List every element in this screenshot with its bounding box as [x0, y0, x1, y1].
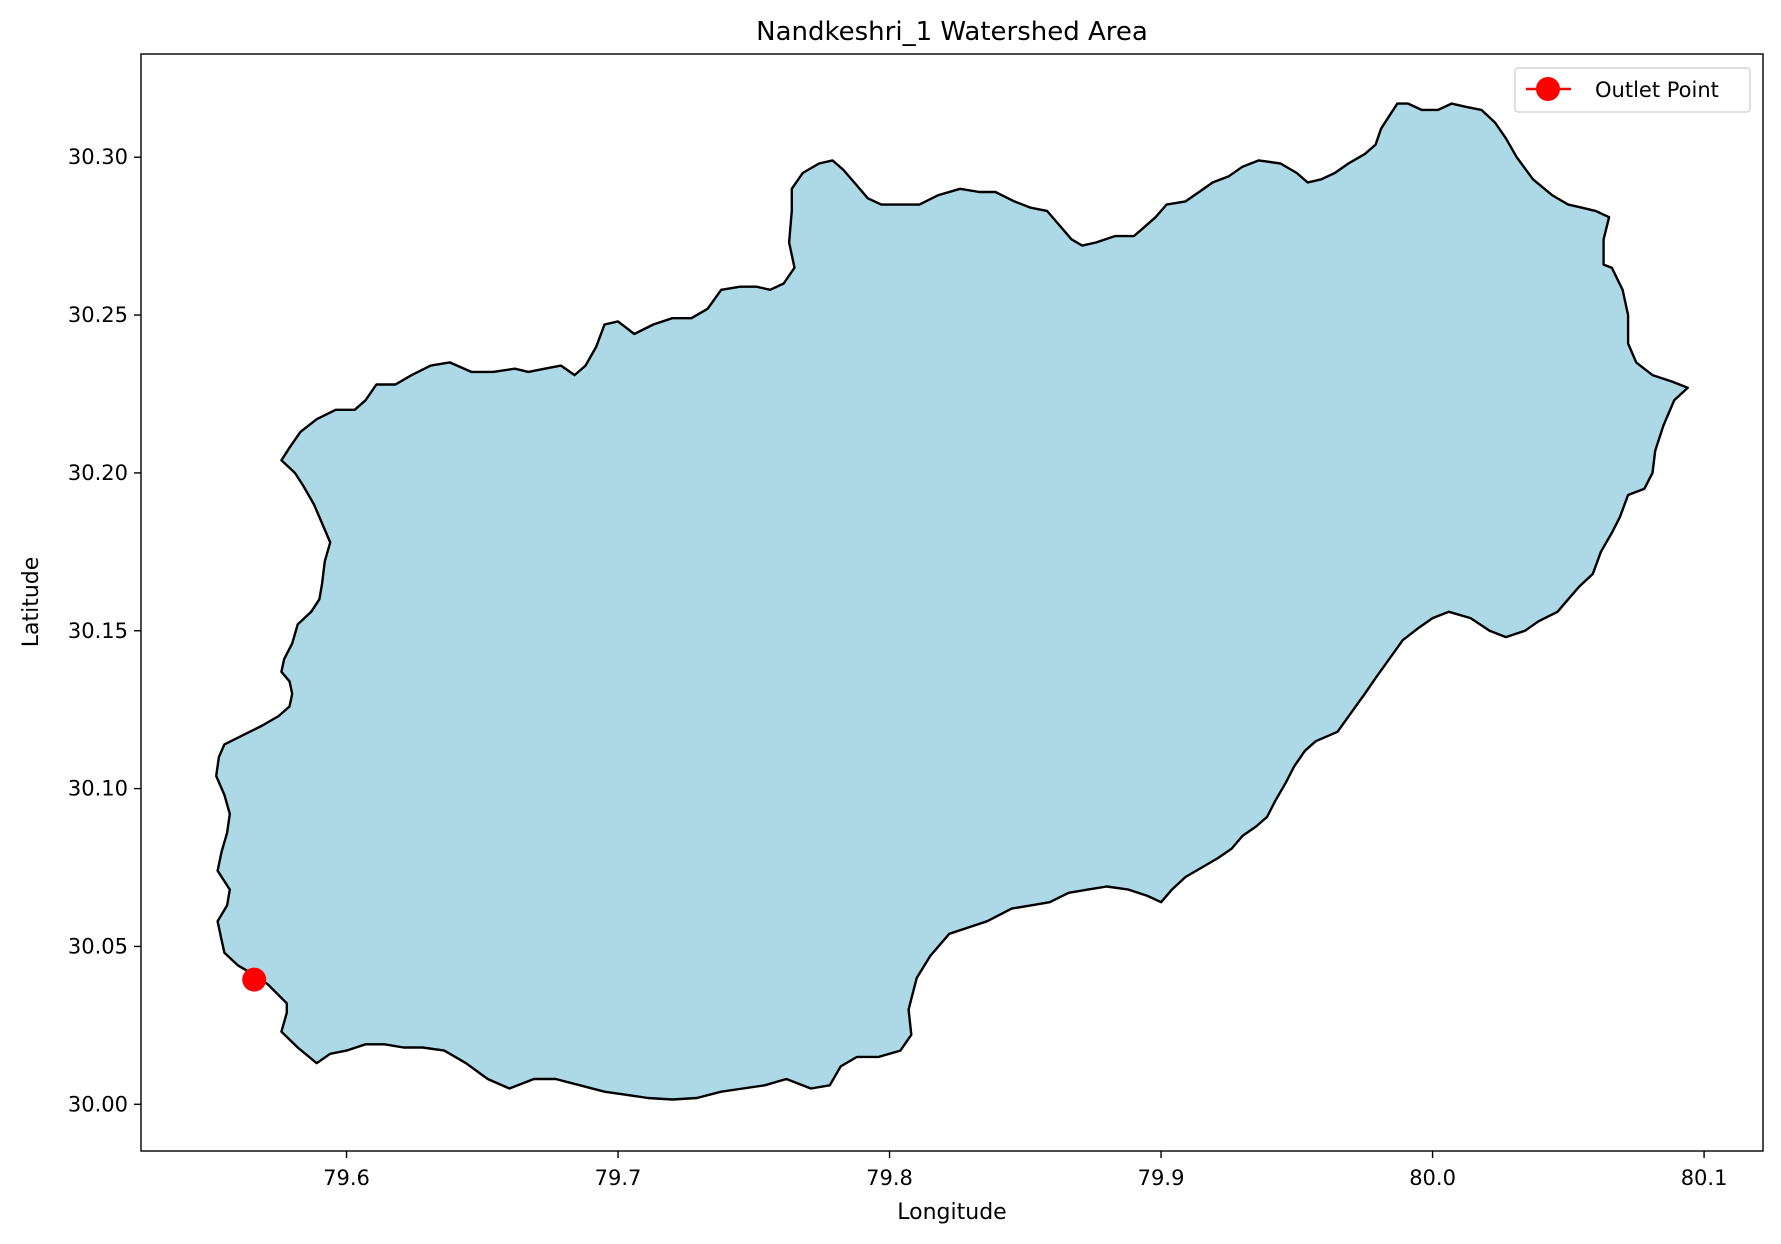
x-tick-label: 79.9: [1138, 1166, 1185, 1190]
legend-marker: [1536, 77, 1560, 101]
y-tick-label: 30.00: [68, 1092, 128, 1116]
y-tick-label: 30.15: [68, 619, 128, 643]
x-tick-label: 79.6: [323, 1166, 370, 1190]
y-tick-label: 30.25: [68, 303, 128, 327]
outlet-point-marker: [242, 968, 266, 992]
x-tick-label: 80.1: [1681, 1166, 1728, 1190]
chart-title: Nandkeshri_1 Watershed Area: [756, 17, 1148, 47]
x-tick-label: 79.7: [595, 1166, 642, 1190]
y-axis-label: Latitude: [19, 557, 44, 648]
x-axis-label: Longitude: [897, 1200, 1006, 1225]
x-tick-label: 79.8: [866, 1166, 913, 1190]
y-tick-label: 30.30: [68, 145, 128, 169]
legend: Outlet Point: [1515, 68, 1750, 112]
y-tick-label: 30.20: [68, 461, 128, 485]
x-tick-label: 80.0: [1409, 1166, 1456, 1190]
y-tick-label: 30.10: [68, 777, 128, 801]
y-tick-label: 30.05: [68, 934, 128, 958]
legend-label-outlet-point: Outlet Point: [1595, 78, 1719, 102]
